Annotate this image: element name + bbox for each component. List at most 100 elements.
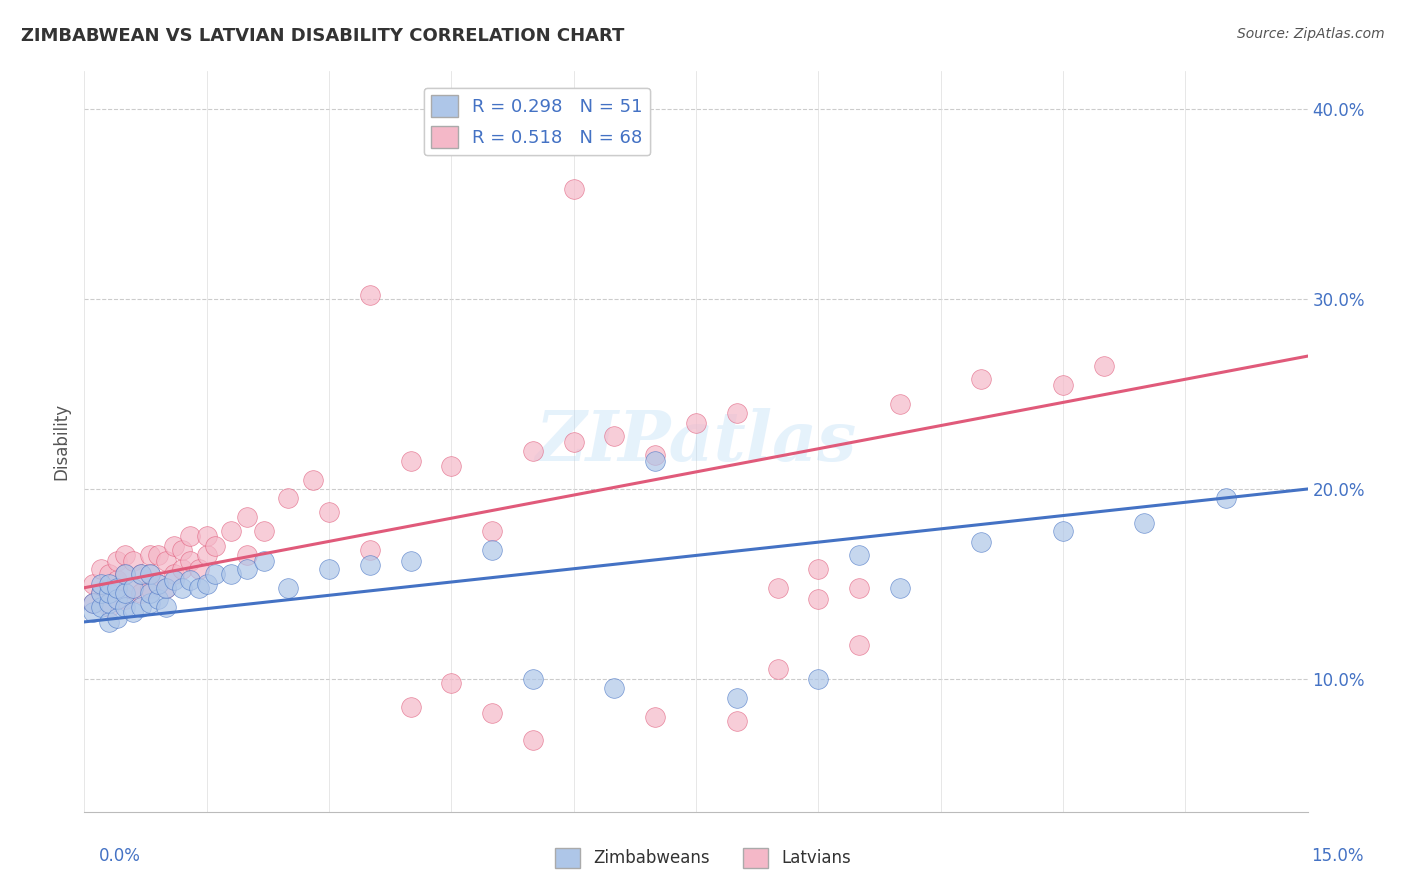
Point xyxy=(644,448,666,462)
Point xyxy=(172,542,194,557)
Point xyxy=(155,599,177,614)
Y-axis label: Disability: Disability xyxy=(52,403,70,480)
Point xyxy=(644,710,666,724)
Point xyxy=(146,592,169,607)
Point xyxy=(522,444,544,458)
Point xyxy=(481,524,503,538)
Point xyxy=(277,491,299,506)
Point xyxy=(889,581,911,595)
Point xyxy=(138,567,160,582)
Point xyxy=(105,592,128,607)
Point xyxy=(219,567,242,582)
Point xyxy=(399,554,422,568)
Point xyxy=(82,596,104,610)
Point xyxy=(138,596,160,610)
Point xyxy=(644,453,666,467)
Point xyxy=(97,615,120,629)
Point xyxy=(725,690,748,705)
Point xyxy=(97,577,120,591)
Point xyxy=(399,453,422,467)
Point xyxy=(359,558,381,572)
Point xyxy=(970,372,993,386)
Point xyxy=(97,586,120,600)
Point xyxy=(90,586,112,600)
Point xyxy=(172,562,194,576)
Point xyxy=(236,510,259,524)
Point xyxy=(179,529,201,543)
Point xyxy=(1052,524,1074,538)
Point xyxy=(522,732,544,747)
Point xyxy=(848,549,870,563)
Point xyxy=(163,567,186,582)
Point xyxy=(481,542,503,557)
Point xyxy=(522,672,544,686)
Point xyxy=(97,599,120,614)
Point xyxy=(122,606,145,620)
Point xyxy=(807,562,830,576)
Point xyxy=(82,596,104,610)
Point xyxy=(766,662,789,676)
Point xyxy=(179,573,201,587)
Point xyxy=(807,672,830,686)
Point xyxy=(90,586,112,600)
Legend: R = 0.298   N = 51, R = 0.518   N = 68: R = 0.298 N = 51, R = 0.518 N = 68 xyxy=(423,87,650,155)
Point xyxy=(105,581,128,595)
Point xyxy=(187,581,209,595)
Point xyxy=(807,592,830,607)
Point xyxy=(359,288,381,302)
Point xyxy=(90,599,112,614)
Point xyxy=(179,554,201,568)
Point xyxy=(138,581,160,595)
Point xyxy=(253,554,276,568)
Point xyxy=(236,562,259,576)
Point xyxy=(766,581,789,595)
Point xyxy=(138,586,160,600)
Point xyxy=(138,567,160,582)
Point xyxy=(105,554,128,568)
Point xyxy=(562,434,585,449)
Point xyxy=(114,567,136,582)
Point xyxy=(725,714,748,728)
Point xyxy=(114,599,136,614)
Point xyxy=(1215,491,1237,506)
Text: Source: ZipAtlas.com: Source: ZipAtlas.com xyxy=(1237,27,1385,41)
Point xyxy=(195,529,218,543)
Point xyxy=(131,567,153,582)
Point xyxy=(105,573,128,587)
Point xyxy=(481,706,503,720)
Point xyxy=(114,586,136,600)
Point xyxy=(90,562,112,576)
Point xyxy=(440,675,463,690)
Point xyxy=(359,542,381,557)
Point xyxy=(97,581,120,595)
Point xyxy=(114,592,136,607)
Point xyxy=(131,586,153,600)
Point xyxy=(848,638,870,652)
Text: 0.0%: 0.0% xyxy=(98,847,141,865)
Point xyxy=(114,549,136,563)
Point xyxy=(122,581,145,595)
Text: 15.0%: 15.0% xyxy=(1312,847,1364,865)
Point xyxy=(440,459,463,474)
Point xyxy=(97,596,120,610)
Point xyxy=(204,567,226,582)
Point xyxy=(146,549,169,563)
Point xyxy=(82,606,104,620)
Point xyxy=(970,535,993,549)
Point xyxy=(277,581,299,595)
Point xyxy=(114,567,136,582)
Point xyxy=(155,581,177,595)
Point xyxy=(90,577,112,591)
Legend: Zimbabweans, Latvians: Zimbabweans, Latvians xyxy=(548,841,858,875)
Point xyxy=(848,581,870,595)
Point xyxy=(122,581,145,595)
Point xyxy=(172,581,194,595)
Point xyxy=(155,581,177,595)
Point xyxy=(219,524,242,538)
Point xyxy=(236,549,259,563)
Point xyxy=(603,429,626,443)
Point xyxy=(1133,516,1156,531)
Point xyxy=(253,524,276,538)
Point xyxy=(195,577,218,591)
Point xyxy=(146,577,169,591)
